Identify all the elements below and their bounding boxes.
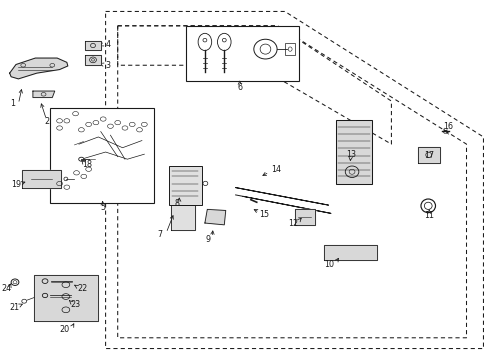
Text: 1: 1 <box>10 99 15 108</box>
Polygon shape <box>85 41 101 50</box>
Bar <box>335 121 371 184</box>
Text: 2: 2 <box>44 117 49 126</box>
Polygon shape <box>33 91 55 98</box>
Text: 19: 19 <box>11 180 21 189</box>
Text: 21: 21 <box>9 303 20 312</box>
Text: 18: 18 <box>82 161 92 170</box>
Polygon shape <box>417 147 439 163</box>
Text: 13: 13 <box>345 150 355 159</box>
Bar <box>168 166 201 205</box>
Text: 7: 7 <box>157 230 162 239</box>
Polygon shape <box>171 205 195 230</box>
Polygon shape <box>85 55 101 64</box>
Text: 4: 4 <box>105 40 110 49</box>
Text: 9: 9 <box>205 235 210 244</box>
Text: 20: 20 <box>59 325 69 334</box>
Text: 10: 10 <box>324 260 334 269</box>
Text: 3: 3 <box>105 61 110 70</box>
Polygon shape <box>204 210 225 225</box>
Text: 6: 6 <box>237 83 242 92</box>
Bar <box>185 26 299 81</box>
Text: 17: 17 <box>423 151 433 160</box>
Text: 14: 14 <box>270 166 281 175</box>
Text: 22: 22 <box>78 284 88 293</box>
Text: 12: 12 <box>288 219 298 228</box>
Text: 23: 23 <box>70 300 81 309</box>
Polygon shape <box>323 244 376 260</box>
Polygon shape <box>22 170 61 188</box>
Polygon shape <box>10 58 68 79</box>
Text: 16: 16 <box>443 122 453 131</box>
Text: 8: 8 <box>174 199 180 208</box>
Text: 11: 11 <box>423 211 433 220</box>
Polygon shape <box>294 209 314 225</box>
Text: 24: 24 <box>1 284 11 293</box>
Text: 5: 5 <box>100 203 105 212</box>
Text: 15: 15 <box>259 210 269 219</box>
Bar <box>284 43 295 55</box>
Polygon shape <box>34 275 98 320</box>
Bar <box>50 108 154 203</box>
